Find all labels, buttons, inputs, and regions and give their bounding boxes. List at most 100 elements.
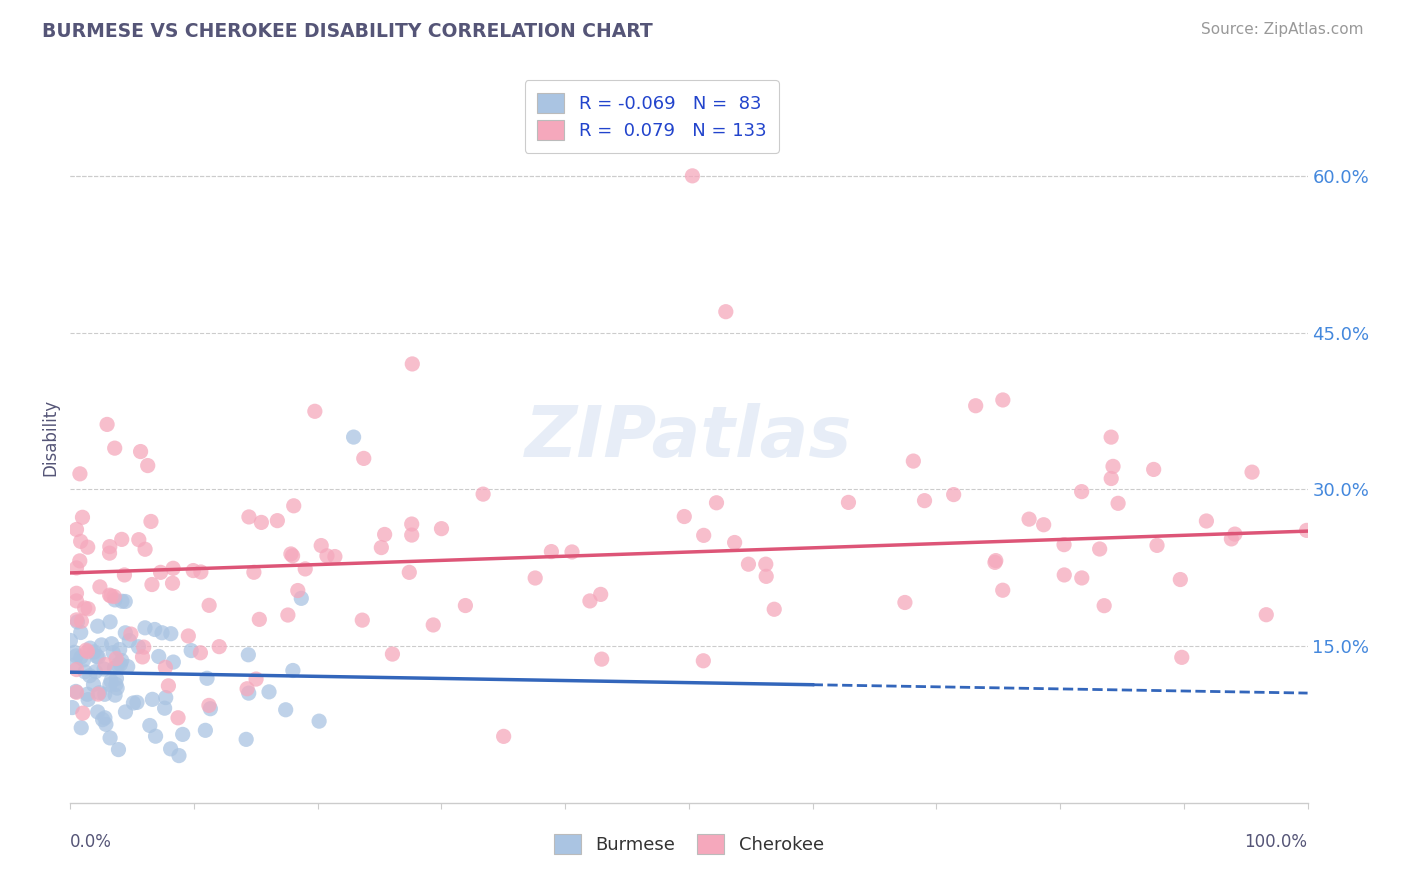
Y-axis label: Disability: Disability — [41, 399, 59, 475]
Point — [111, 594, 134, 608]
Point — [139, 515, 162, 529]
Point — [714, 304, 737, 318]
Point — [1223, 527, 1246, 541]
Point — [90, 638, 112, 652]
Point — [579, 594, 602, 608]
Point — [139, 718, 162, 732]
Point — [65, 523, 87, 537]
Point — [155, 690, 177, 705]
Point — [190, 565, 212, 579]
Point — [190, 646, 212, 660]
Point — [290, 591, 312, 606]
Point — [108, 642, 131, 657]
Point — [238, 510, 260, 524]
Point — [157, 679, 180, 693]
Point — [208, 640, 231, 654]
Point — [104, 677, 127, 691]
Point — [93, 662, 115, 676]
Point — [79, 668, 101, 682]
Legend: Burmese, Cherokee: Burmese, Cherokee — [541, 822, 837, 867]
Point — [167, 748, 190, 763]
Point — [89, 686, 111, 700]
Point — [143, 623, 166, 637]
Point — [991, 583, 1014, 598]
Point — [245, 672, 267, 686]
Point — [238, 686, 260, 700]
Point — [66, 615, 89, 629]
Point — [94, 657, 117, 672]
Point — [63, 645, 86, 659]
Point — [177, 629, 200, 643]
Point — [65, 684, 87, 698]
Point — [111, 653, 134, 667]
Point — [103, 590, 125, 604]
Point — [69, 554, 91, 568]
Point — [287, 583, 309, 598]
Point — [316, 549, 339, 563]
Point — [1171, 650, 1194, 665]
Point — [114, 568, 136, 582]
Point — [1053, 568, 1076, 582]
Point — [125, 695, 148, 709]
Point — [65, 685, 87, 699]
Point — [352, 613, 374, 627]
Point — [1032, 517, 1054, 532]
Point — [243, 566, 266, 580]
Point — [77, 692, 100, 706]
Point — [370, 541, 392, 555]
Point — [353, 451, 375, 466]
Point — [755, 557, 778, 571]
Point — [104, 441, 127, 455]
Point — [94, 717, 117, 731]
Point — [914, 493, 936, 508]
Point — [706, 496, 728, 510]
Point — [79, 641, 101, 656]
Point — [120, 627, 142, 641]
Point — [131, 649, 153, 664]
Point — [159, 742, 181, 756]
Point — [65, 594, 87, 608]
Point — [561, 545, 583, 559]
Point — [401, 357, 423, 371]
Point — [70, 614, 93, 628]
Point — [96, 417, 118, 432]
Point — [162, 576, 184, 591]
Point — [1070, 571, 1092, 585]
Text: ZIPatlas: ZIPatlas — [526, 402, 852, 472]
Point — [73, 653, 96, 667]
Point — [342, 430, 364, 444]
Point — [238, 648, 260, 662]
Point — [87, 687, 110, 701]
Point — [257, 685, 280, 699]
Point — [1146, 538, 1168, 552]
Point — [72, 706, 94, 721]
Point — [903, 454, 925, 468]
Point — [492, 730, 515, 744]
Point — [398, 566, 420, 580]
Point — [70, 721, 93, 735]
Point — [737, 558, 759, 572]
Point — [114, 625, 136, 640]
Point — [381, 647, 404, 661]
Point — [692, 654, 714, 668]
Point — [1070, 484, 1092, 499]
Point — [153, 701, 176, 715]
Point — [524, 571, 547, 585]
Point — [98, 546, 121, 560]
Point — [266, 514, 288, 528]
Point — [200, 702, 222, 716]
Point — [422, 618, 444, 632]
Point — [114, 594, 136, 608]
Point — [77, 602, 100, 616]
Point — [117, 659, 139, 673]
Point — [65, 648, 87, 663]
Point — [1295, 524, 1317, 538]
Point — [401, 528, 423, 542]
Point — [763, 602, 786, 616]
Point — [160, 626, 183, 640]
Point — [59, 633, 82, 648]
Point — [98, 615, 121, 629]
Point — [984, 553, 1007, 567]
Point — [87, 650, 110, 665]
Point — [98, 731, 121, 745]
